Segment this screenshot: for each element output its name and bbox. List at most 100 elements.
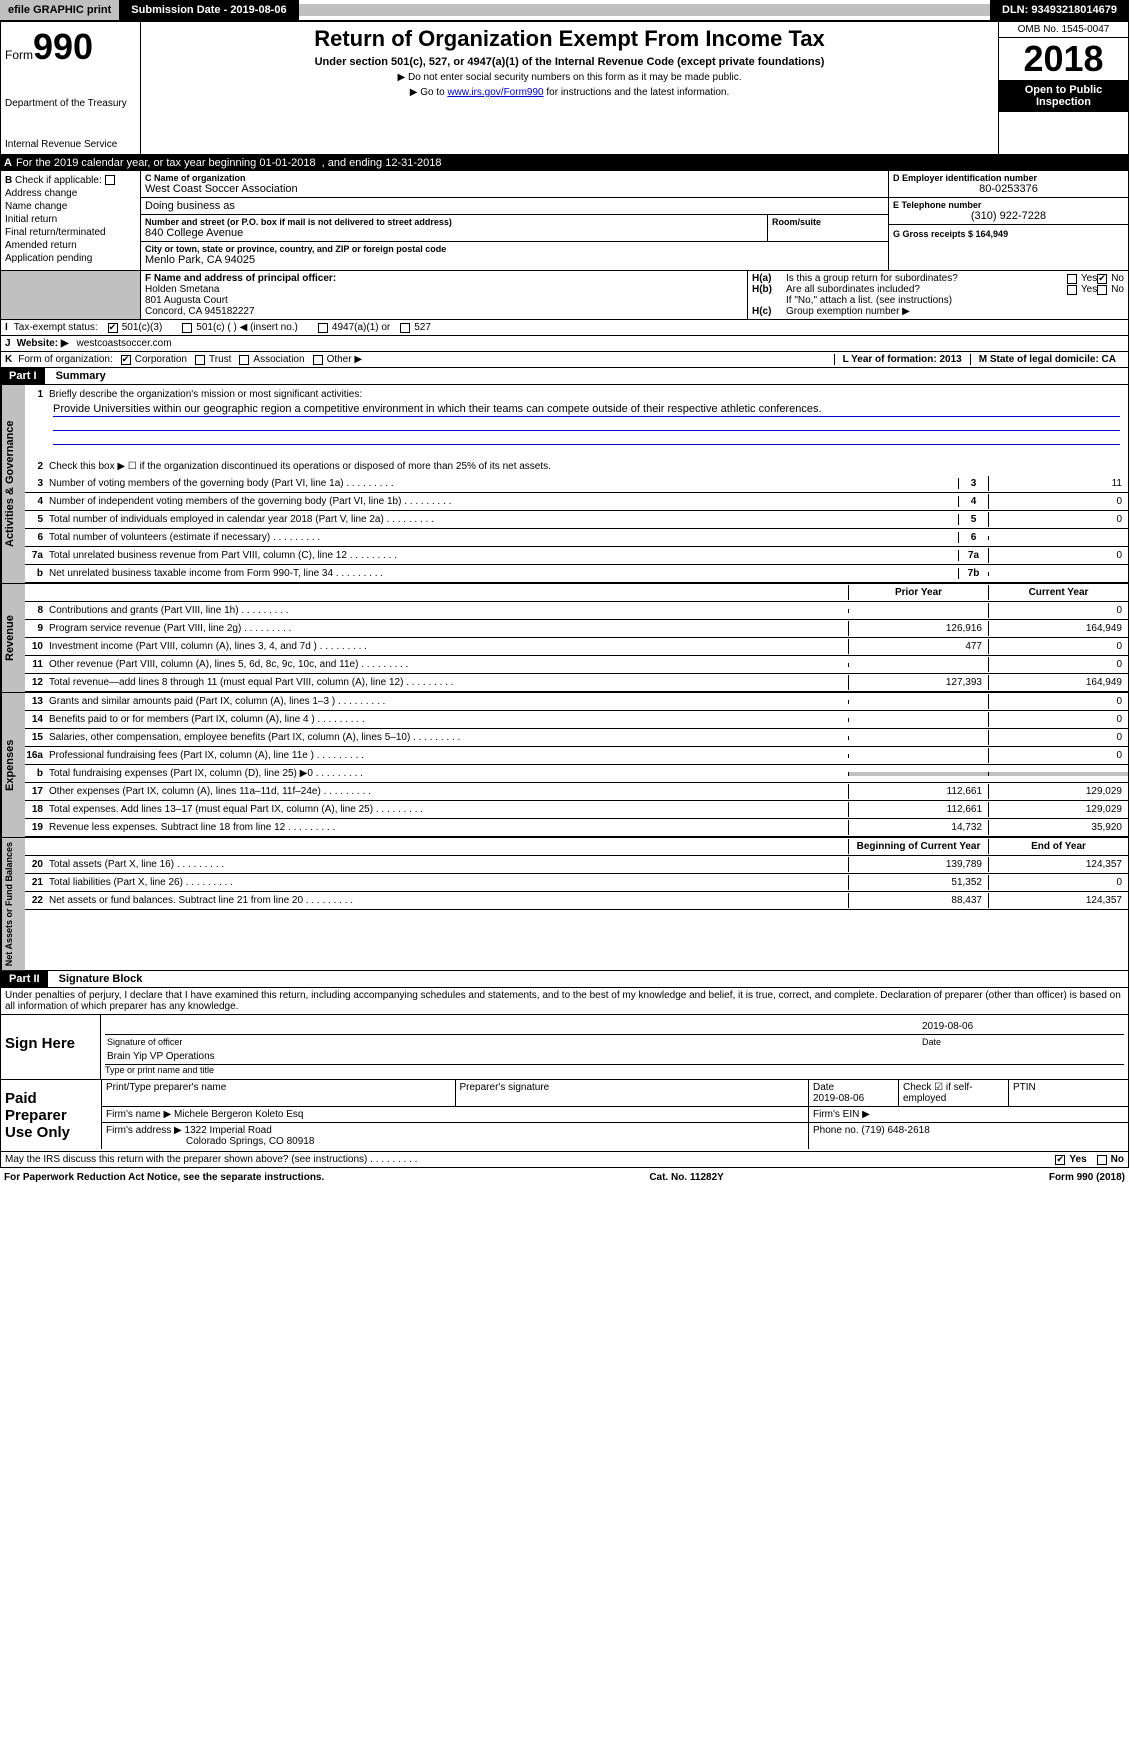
rev-header: Prior Year Current Year (25, 584, 1128, 602)
ein: 80-0253376 (893, 183, 1124, 195)
checkbox-icon[interactable] (400, 323, 410, 333)
header-center: Return of Organization Exempt From Incom… (141, 22, 998, 154)
gross-receipts: G Gross receipts $ 164,949 (889, 225, 1128, 243)
table-row: 14Benefits paid to or for members (Part … (25, 711, 1128, 729)
sig-date-line: 2019-08-06 (105, 1019, 1124, 1035)
footer-left: For Paperwork Reduction Act Notice, see … (4, 1172, 324, 1183)
street-field: Number and street (or P.O. box if mail i… (141, 215, 768, 241)
checkbox-icon[interactable] (318, 323, 328, 333)
checkbox-checked-icon[interactable] (1097, 274, 1107, 284)
checkbox-icon[interactable] (239, 355, 249, 365)
preparer-label: Paid Preparer Use Only (1, 1080, 101, 1151)
street-label: Number and street (or P.O. box if mail i… (145, 217, 763, 227)
line-a-lead: A (4, 157, 12, 169)
dept-treasury: Department of the Treasury (5, 98, 136, 109)
irs-link[interactable]: www.irs.gov/Form990 (447, 87, 543, 98)
k-lead: K (5, 354, 12, 365)
part2-header: Part II Signature Block (0, 971, 1129, 988)
table-row: 19Revenue less expenses. Subtract line 1… (25, 819, 1128, 837)
table-row: 4Number of independent voting members of… (25, 493, 1128, 511)
check-initial: Initial return (5, 214, 136, 225)
street-row: Number and street (or P.O. box if mail i… (141, 215, 888, 242)
page-footer: For Paperwork Reduction Act Notice, see … (0, 1168, 1129, 1187)
org-name-label: C Name of organization (145, 173, 884, 183)
form-number: Form 990 (5, 26, 136, 68)
line-a-text: For the 2019 calendar year, or tax year … (16, 157, 316, 169)
col-d: D Employer identification number 80-0253… (888, 171, 1128, 270)
prep-header-row: Print/Type preparer's name Preparer's si… (101, 1080, 1128, 1107)
phone-field: E Telephone number (310) 922-7228 (889, 198, 1128, 225)
line1-desc: Briefly describe the organization's miss… (49, 387, 1128, 402)
check-pending: Application pending (5, 253, 136, 264)
part1-title: Summary (56, 370, 106, 382)
checkbox-checked-icon[interactable] (1055, 1155, 1065, 1165)
table-row: 20Total assets (Part X, line 16)139,7891… (25, 856, 1128, 874)
prep-date-h: Date2019-08-06 (808, 1080, 898, 1106)
summary-exp: Expenses 13Grants and similar amounts pa… (0, 693, 1129, 838)
table-row: 17Other expenses (Part IX, column (A), l… (25, 783, 1128, 801)
firm-ein: Firm's EIN ▶ (808, 1107, 1128, 1122)
form-subtitle: Under section 501(c), 527, or 4947(a)(1)… (145, 56, 994, 68)
fh-spacer (1, 271, 141, 319)
table-row: 3Number of voting members of the governi… (25, 475, 1128, 493)
website: westcoastsoccer.com (77, 338, 172, 349)
sig-caption-row: Signature of officer Date (105, 1035, 1124, 1049)
row-i: I Tax-exempt status: 501(c)(3) 501(c) ( … (0, 320, 1129, 336)
col-beg: Beginning of Current Year (848, 839, 988, 854)
table-row: 13Grants and similar amounts paid (Part … (25, 693, 1128, 711)
f-city: Concord, CA 945182227 (145, 306, 743, 317)
col-b: B Check if applicable: Address change Na… (1, 171, 141, 270)
line1: 1 Briefly describe the organization's mi… (25, 385, 1128, 403)
check-final: Final return/terminated (5, 227, 136, 238)
checkbox-icon[interactable] (1067, 285, 1077, 295)
section-h: H(a) Is this a group return for subordin… (748, 271, 1128, 319)
checkbox-icon[interactable] (105, 175, 115, 185)
checkbox-checked-icon[interactable] (121, 355, 131, 365)
mission-blank (53, 417, 1120, 431)
l-year: L Year of formation: 2013 (834, 354, 970, 365)
sign-here-label: Sign Here (1, 1015, 101, 1079)
city-field: City or town, state or province, country… (141, 242, 888, 268)
j-label: Website: ▶ (17, 338, 69, 349)
table-row: 8Contributions and grants (Part VIII, li… (25, 602, 1128, 620)
form-label: Form (5, 48, 33, 62)
check-name: Name change (5, 201, 136, 212)
col-c: C Name of organization West Coast Soccer… (141, 171, 888, 270)
prep-sig-h: Preparer's signature (455, 1080, 809, 1106)
section-f: F Name and address of principal officer:… (141, 271, 748, 319)
checkbox-icon[interactable] (313, 355, 323, 365)
line-a-end: , and ending 12-31-2018 (322, 157, 442, 169)
ein-label: D Employer identification number (893, 173, 1124, 183)
checkbox-icon[interactable] (1067, 274, 1077, 284)
city: Menlo Park, CA 94025 (145, 254, 884, 266)
mission-blank (53, 431, 1120, 445)
checkbox-icon[interactable] (182, 323, 192, 333)
omb-number: OMB No. 1545-0047 (999, 22, 1128, 38)
summary-net: Net Assets or Fund Balances Beginning of… (0, 838, 1129, 971)
mission-text: Provide Universities within our geograph… (53, 403, 1120, 417)
irs: Internal Revenue Service (5, 139, 136, 150)
sign-body: 2019-08-06 Signature of officer Date Bra… (101, 1015, 1128, 1079)
prep-firm-row: Firm's name ▶ Michele Bergeron Koleto Es… (101, 1107, 1128, 1123)
table-row: 7aTotal unrelated business revenue from … (25, 547, 1128, 565)
room-field: Room/suite (768, 215, 888, 241)
f-label: F Name and address of principal officer: (145, 273, 743, 284)
topbar-spacer (299, 4, 990, 16)
header-right: OMB No. 1545-0047 2018 Open to Public In… (998, 22, 1128, 154)
prep-addr-row: Firm's address ▶ 1322 Imperial Road Colo… (101, 1123, 1128, 1149)
table-row: 16aProfessional fundraising fees (Part I… (25, 747, 1128, 765)
table-row: 11Other revenue (Part VIII, column (A), … (25, 656, 1128, 674)
checkbox-checked-icon[interactable] (108, 323, 118, 333)
table-row: bTotal fundraising expenses (Part IX, co… (25, 765, 1128, 783)
topbar: efile GRAPHIC print Submission Date - 20… (0, 0, 1129, 21)
checkbox-icon[interactable] (195, 355, 205, 365)
room-label: Room/suite (772, 217, 884, 227)
footer-right: Form 990 (2018) (1049, 1172, 1125, 1183)
footer-center: Cat. No. 11282Y (649, 1172, 723, 1183)
firm-name: Firm's name ▶ Michele Bergeron Koleto Es… (101, 1107, 808, 1122)
org-name-field: C Name of organization West Coast Soccer… (141, 171, 888, 198)
checkbox-icon[interactable] (1097, 285, 1107, 295)
checkbox-icon[interactable] (1097, 1155, 1107, 1165)
summary-ag: Activities & Governance 1 Briefly descri… (0, 385, 1129, 584)
k-label: Form of organization: (18, 354, 113, 365)
